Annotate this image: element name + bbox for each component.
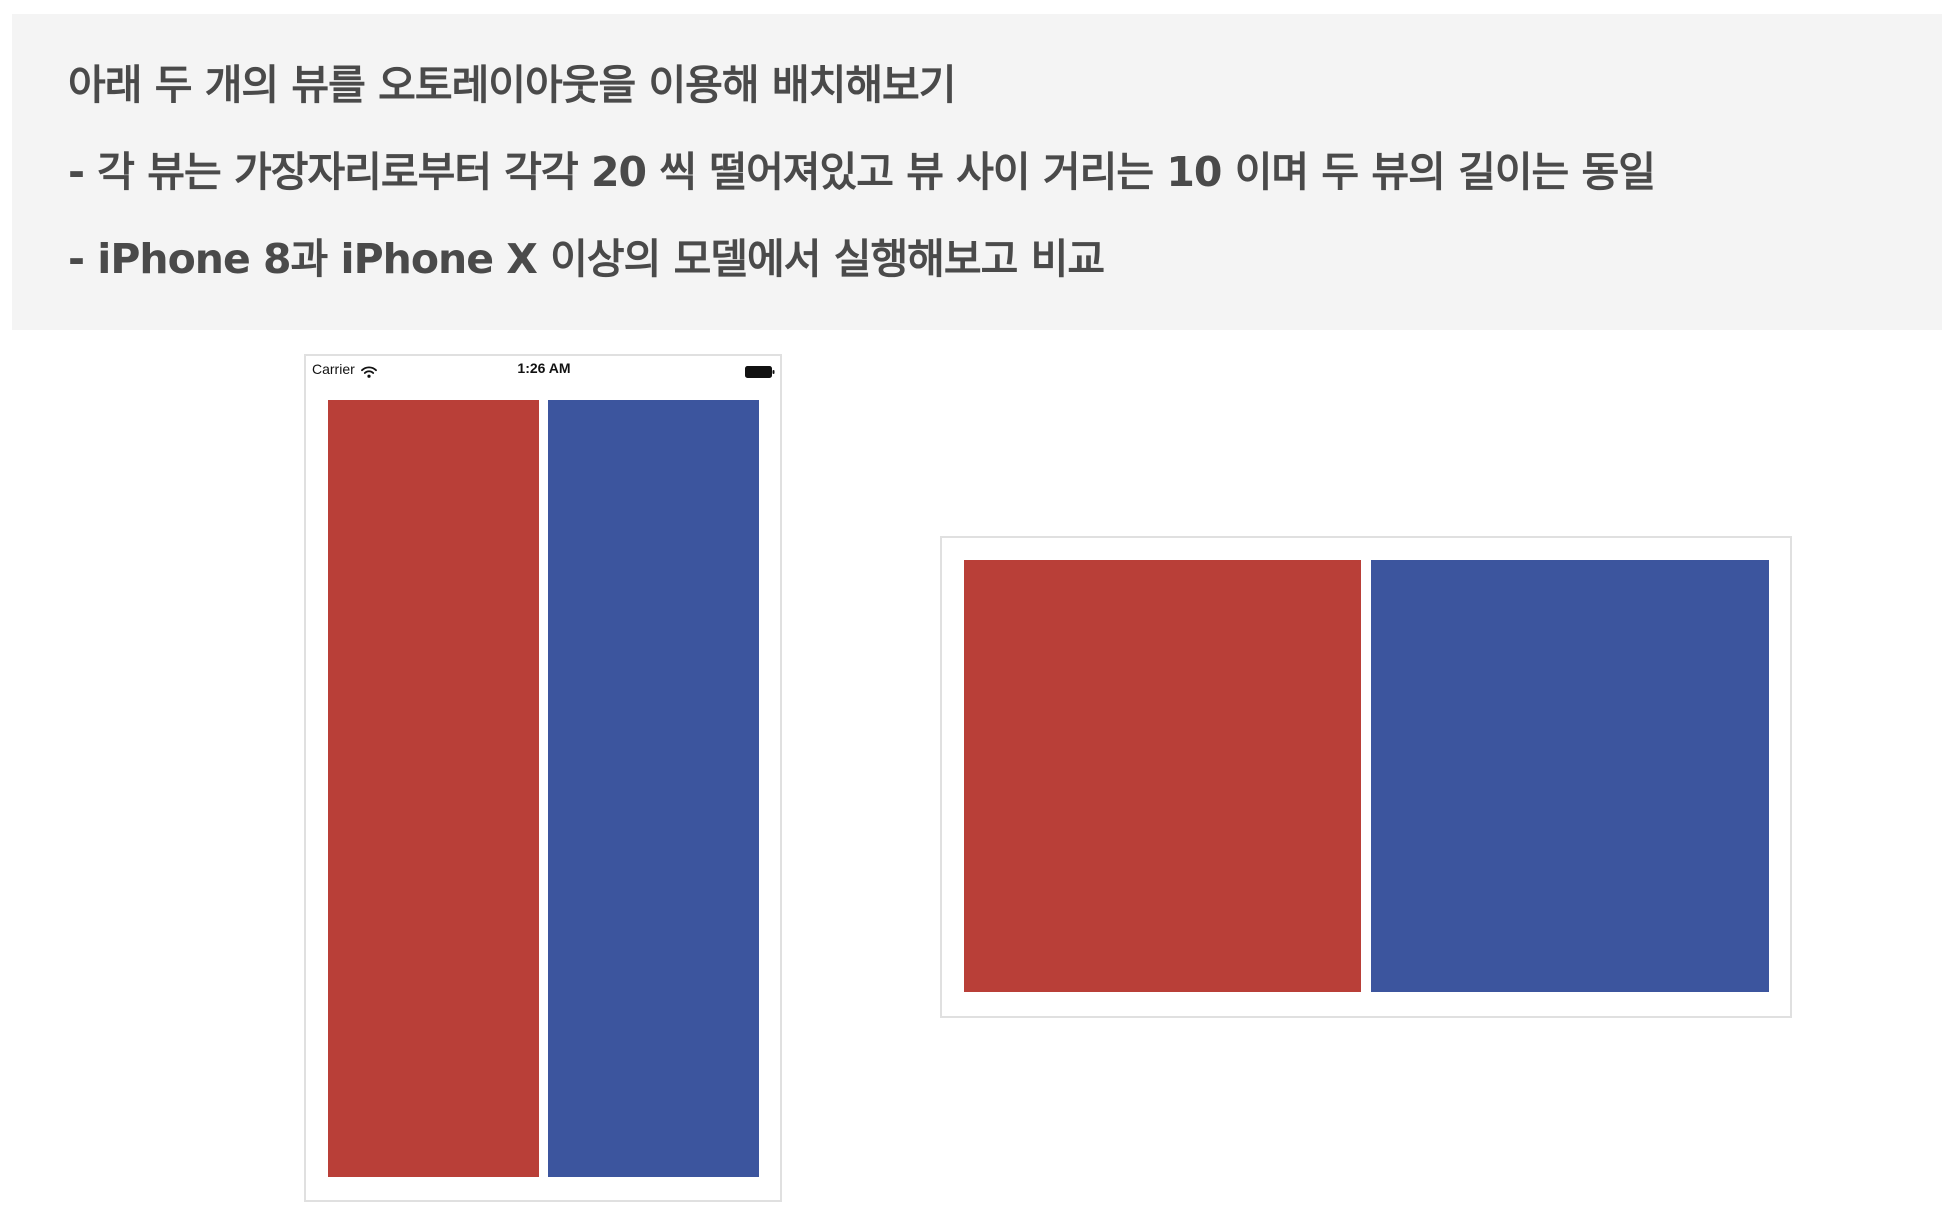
iphone-8-portrait-screen: Carrier 1:26 AM: [304, 354, 782, 1202]
task-description-panel: 아래 두 개의 뷰를 오토레이아웃을 이용해 배치해보기 - 각 뷰는 가장자리…: [12, 14, 1942, 330]
battery-icon: [745, 363, 775, 378]
task-requirement-compare: - iPhone 8과 iPhone X 이상의 모델에서 실행해보고 비교: [68, 235, 1105, 283]
iphone-x-landscape-screen: [940, 536, 1792, 1018]
status-bar: Carrier 1:26 AM: [306, 356, 780, 380]
status-bar-time: 1:26 AM: [517, 360, 571, 376]
blue-view: [1371, 560, 1769, 992]
carrier-group: Carrier: [312, 360, 377, 378]
red-view: [328, 400, 539, 1177]
task-requirement-spacing: - 각 뷰는 가장자리로부터 각각 20 씩 떨어져있고 뷰 사이 거리는 10…: [68, 148, 1656, 196]
task-title: 아래 두 개의 뷰를 오토레이아웃을 이용해 배치해보기: [68, 61, 956, 109]
blue-view: [548, 400, 759, 1177]
red-view: [964, 560, 1361, 992]
wifi-icon: [360, 363, 377, 378]
carrier-label: Carrier: [312, 361, 355, 377]
